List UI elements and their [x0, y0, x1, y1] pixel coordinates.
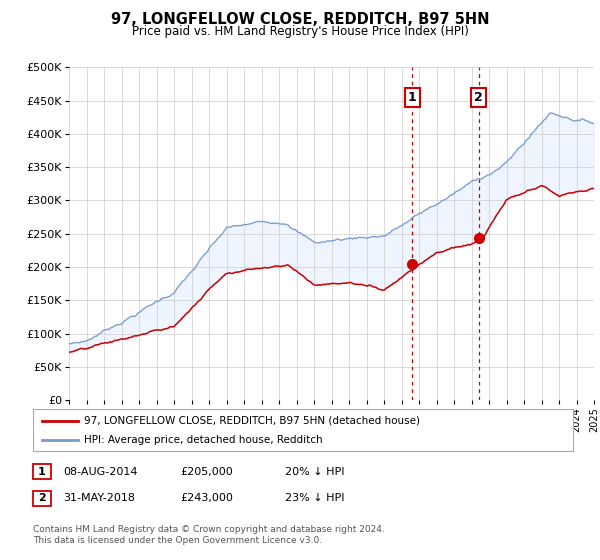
- Text: 97, LONGFELLOW CLOSE, REDDITCH, B97 5HN (detached house): 97, LONGFELLOW CLOSE, REDDITCH, B97 5HN …: [84, 416, 420, 426]
- Text: Price paid vs. HM Land Registry's House Price Index (HPI): Price paid vs. HM Land Registry's House …: [131, 25, 469, 38]
- Text: 1: 1: [38, 466, 46, 477]
- Text: 08-AUG-2014: 08-AUG-2014: [63, 466, 137, 477]
- Text: 31-MAY-2018: 31-MAY-2018: [63, 493, 135, 503]
- Text: 23% ↓ HPI: 23% ↓ HPI: [285, 493, 344, 503]
- Text: £205,000: £205,000: [180, 466, 233, 477]
- Text: 2: 2: [38, 493, 46, 503]
- Text: 2: 2: [474, 91, 483, 104]
- Text: 97, LONGFELLOW CLOSE, REDDITCH, B97 5HN: 97, LONGFELLOW CLOSE, REDDITCH, B97 5HN: [111, 12, 489, 27]
- Text: £243,000: £243,000: [180, 493, 233, 503]
- Text: Contains HM Land Registry data © Crown copyright and database right 2024.
This d: Contains HM Land Registry data © Crown c…: [33, 525, 385, 545]
- Text: HPI: Average price, detached house, Redditch: HPI: Average price, detached house, Redd…: [84, 435, 323, 445]
- Text: 20% ↓ HPI: 20% ↓ HPI: [285, 466, 344, 477]
- Text: 1: 1: [407, 91, 416, 104]
